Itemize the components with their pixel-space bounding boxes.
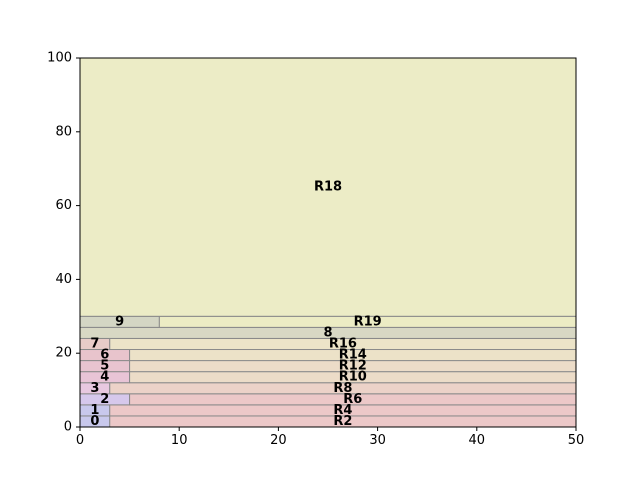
y-tick-label: 0 <box>64 420 72 435</box>
rect-label-3: 3 <box>90 381 99 396</box>
y-tick-label: 80 <box>55 124 72 139</box>
x-tick-label: 30 <box>369 433 386 448</box>
rect-label-r16: R16 <box>329 336 357 351</box>
rect-label-r10: R10 <box>339 370 367 385</box>
rect-label-r14: R14 <box>339 348 367 363</box>
rect-label-r2: R2 <box>333 414 352 429</box>
rect-label-r19: R19 <box>354 314 382 329</box>
rect-label-2: 2 <box>100 392 109 407</box>
x-tick-label: 0 <box>76 433 84 448</box>
treemap-rect-r18 <box>79 57 577 317</box>
rect-label-9: 9 <box>115 314 124 329</box>
rect-label-r4: R4 <box>333 403 352 418</box>
plot-frame <box>79 57 577 428</box>
rect-label-6: 6 <box>100 348 109 363</box>
x-tick-label: 50 <box>568 433 585 448</box>
rect-label-r8: R8 <box>333 381 352 396</box>
rect-label-4: 4 <box>100 370 109 385</box>
rect-label-r12: R12 <box>339 359 367 374</box>
x-axis: 0 10 20 30 40 50 <box>76 427 584 448</box>
y-tick-label: 40 <box>55 272 72 287</box>
x-tick-label: 20 <box>270 433 287 448</box>
x-tick-label: 10 <box>171 433 188 448</box>
y-tick-label: 20 <box>55 346 72 361</box>
rect-label-7: 7 <box>90 336 99 351</box>
rect-label-5: 5 <box>100 359 109 374</box>
x-tick-label: 40 <box>469 433 486 448</box>
rect-label-r18: R18 <box>314 180 342 195</box>
rects-layer <box>79 57 577 428</box>
y-axis: 0 20 40 60 80 100 <box>47 51 80 435</box>
rect-label-r6: R6 <box>343 392 362 407</box>
y-tick-label: 60 <box>55 198 72 213</box>
rect-label-1: 1 <box>90 403 99 418</box>
rect-label-0: 0 <box>90 414 99 429</box>
rect-label-8: 8 <box>323 325 332 340</box>
y-tick-label: 100 <box>47 51 72 66</box>
